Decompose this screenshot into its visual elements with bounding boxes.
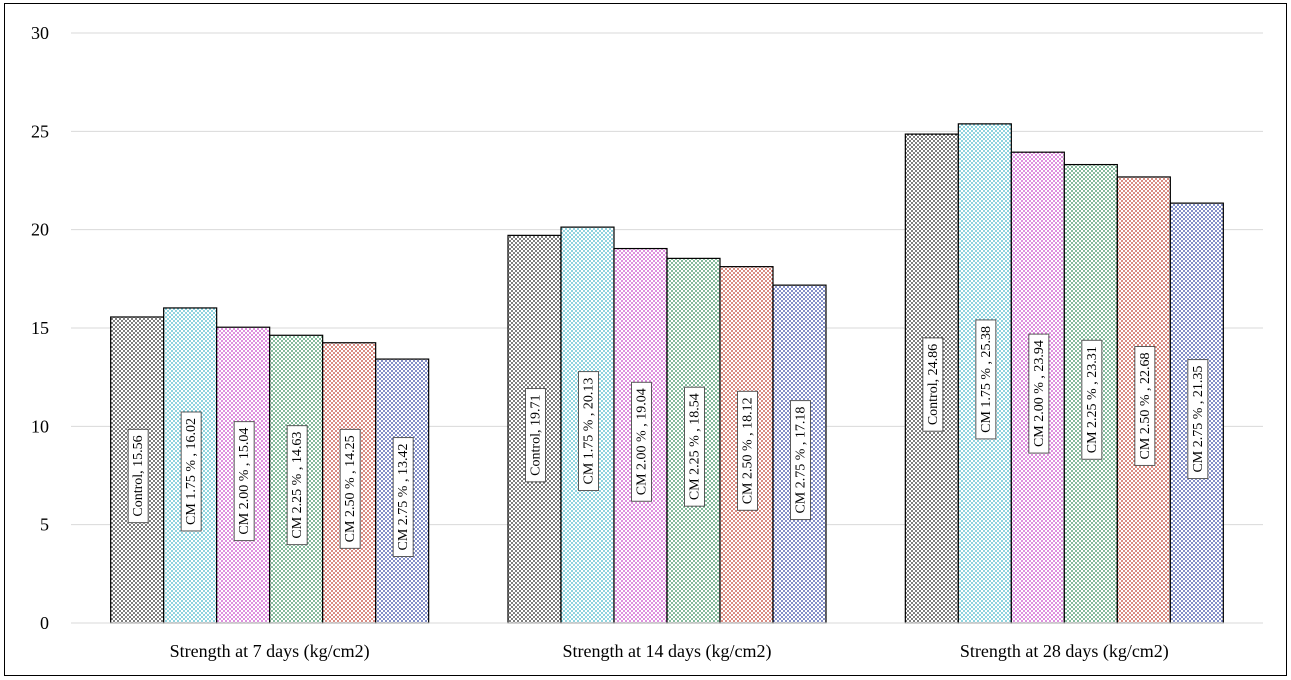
data-label: CM 2.00 % , 15.04 <box>233 421 255 542</box>
y-tick-label: 10 <box>31 416 49 436</box>
bars <box>110 123 1224 624</box>
svg-text:CM 2.75 % , 13.42: CM 2.75 % , 13.42 <box>396 444 411 551</box>
data-label: CM 2.50 % , 14.25 <box>339 428 361 549</box>
svg-text:Control, 15.56: Control, 15.56 <box>131 435 146 516</box>
data-label: CM 2.25 % , 18.54 <box>684 386 705 507</box>
data-label: CM 2.75 % , 13.42 <box>392 437 414 558</box>
data-labels: Control, 15.56 CM 1.75 % , 16.02 CM 2.00 %… <box>127 319 1209 558</box>
svg-text:CM 1.75 % , 25.38: CM 1.75 % , 25.38 <box>979 326 994 433</box>
svg-text:CM 2.75 % , 21.35: CM 2.75 % , 21.35 <box>1191 366 1206 473</box>
data-label: CM 2.75 % , 17.18 <box>790 400 811 521</box>
y-tick-label: 0 <box>40 613 49 633</box>
bar-chart: 0 5 10 15 20 25 30 Control, 15.56 CM 1.75 % , 1… <box>31 23 1263 662</box>
svg-text:CM 2.50 % , 14.25: CM 2.50 % , 14.25 <box>343 435 358 542</box>
svg-text:CM 2.00 % , 19.04: CM 2.00 % , 19.04 <box>635 388 650 495</box>
category-labels: Strength at 7 days (kg/cm2) Strength at 1… <box>170 641 1169 662</box>
svg-text:CM 1.75 % , 20.13: CM 1.75 % , 20.13 <box>582 378 597 485</box>
data-label: CM 1.75 % , 16.02 <box>180 411 202 532</box>
data-label: CM 2.75 % , 21.35 <box>1187 359 1209 480</box>
svg-text:CM 2.00 % , 23.94: CM 2.00 % , 23.94 <box>1032 340 1047 447</box>
data-label: CM 2.00 % , 23.94 <box>1028 333 1050 454</box>
data-label: CM 1.75 % , 20.13 <box>578 371 599 492</box>
svg-text:CM 2.50 % , 18.12: CM 2.50 % , 18.12 <box>741 397 756 504</box>
chart-frame: 0 5 10 15 20 25 30 Control, 15.56 CM 1.75 % , 1… <box>4 3 1287 676</box>
category-label: Strength at 7 days (kg/cm2) <box>170 641 370 662</box>
y-tick-label: 25 <box>31 121 49 141</box>
y-tick-label: 30 <box>31 23 49 43</box>
y-axis-ticks: 0 5 10 15 20 25 30 <box>31 23 49 633</box>
data-label: CM 2.25 % , 23.31 <box>1081 339 1103 460</box>
svg-text:CM 2.25 % , 14.63: CM 2.25 % , 14.63 <box>290 432 305 539</box>
svg-text:CM 2.75 % , 17.18: CM 2.75 % , 17.18 <box>794 407 809 514</box>
data-label: CM 2.50 % , 22.68 <box>1134 346 1156 466</box>
svg-text:CM 2.25 % , 23.31: CM 2.25 % , 23.31 <box>1085 346 1100 453</box>
svg-text:CM 2.25 % , 18.54: CM 2.25 % , 18.54 <box>688 393 703 500</box>
data-label: CM 2.50 % , 18.12 <box>737 390 758 511</box>
svg-text:CM 2.50 % , 22.68: CM 2.50 % , 22.68 <box>1138 353 1153 460</box>
category-label: Strength at 28 days (kg/cm2) <box>960 641 1169 662</box>
data-label: CM 1.75 % , 25.38 <box>975 319 997 440</box>
data-label: CM 2.25 % , 14.63 <box>286 425 308 546</box>
y-tick-label: 20 <box>31 220 49 240</box>
data-label: CM 2.00 % , 19.04 <box>631 381 652 502</box>
svg-text:Control, 19.71: Control, 19.71 <box>529 395 544 476</box>
data-label: Control, 15.56 <box>127 428 149 524</box>
svg-text:Control, 24.86: Control, 24.86 <box>926 344 941 425</box>
data-label: Control, 19.71 <box>525 388 546 483</box>
svg-text:CM 1.75 % , 16.02: CM 1.75 % , 16.02 <box>184 418 199 525</box>
y-tick-label: 5 <box>40 515 49 535</box>
svg-text:CM 2.00 % , 15.04: CM 2.00 % , 15.04 <box>237 428 252 535</box>
data-label: Control, 24.86 <box>922 337 944 432</box>
y-tick-label: 15 <box>31 318 49 338</box>
category-label: Strength at 14 days (kg/cm2) <box>563 641 772 662</box>
